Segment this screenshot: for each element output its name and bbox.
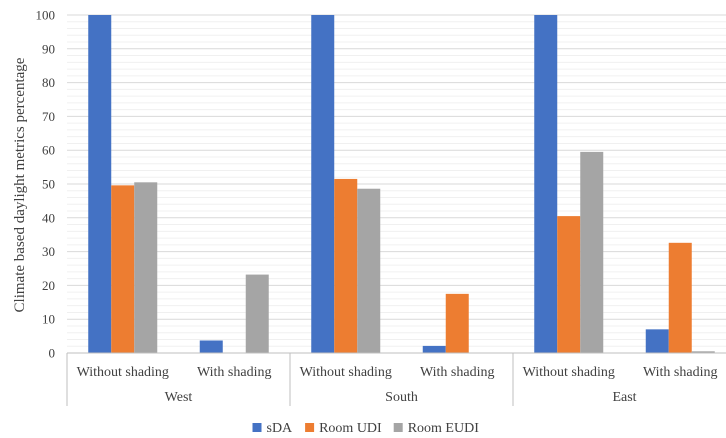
- y-tick-label: 40: [42, 210, 55, 225]
- bar-room-eudi: [134, 182, 158, 353]
- bar-room-eudi: [580, 151, 604, 353]
- x-category-label: With shading: [643, 365, 717, 380]
- x-category-labels: Without shading With shading Without shadi…: [77, 365, 718, 405]
- x-category-label: Without shading: [300, 365, 392, 380]
- x-category-label: Without shading: [523, 365, 615, 380]
- x-category-label: With shading: [197, 365, 271, 380]
- y-tick-label: 10: [42, 312, 55, 327]
- legend: sDA Room UDI Room EUDI: [252, 421, 480, 436]
- bar-room-eudi: [245, 274, 269, 353]
- legend-label: sDA: [267, 421, 294, 436]
- y-axis-label: Climate based daylight metrics percentag…: [12, 57, 28, 312]
- axes: [66, 352, 726, 406]
- legend-swatch: [252, 423, 262, 432]
- bar-room-eudi: [357, 188, 381, 353]
- y-tick-label: 30: [42, 244, 55, 259]
- bar-room-udi: [111, 185, 135, 353]
- bar-sda: [311, 15, 335, 353]
- x-group-label: South: [385, 390, 418, 405]
- y-tick-label: 100: [36, 8, 56, 23]
- x-category-label: Without shading: [77, 365, 169, 380]
- bar-room-udi: [668, 242, 692, 353]
- y-tick-label: 0: [49, 346, 56, 361]
- x-category-label: With shading: [420, 365, 494, 380]
- bar-room-udi: [334, 178, 358, 353]
- bar-sda: [534, 15, 558, 353]
- y-tick-label: 60: [42, 143, 55, 158]
- y-tick-labels: 0 10 20 30 40 50 60 70 80 90 100: [36, 8, 56, 361]
- legend-label: Room EUDI: [408, 421, 480, 436]
- bar-sda: [199, 340, 223, 353]
- bar-sda: [88, 15, 112, 353]
- bar-sda: [645, 329, 669, 353]
- y-tick-label: 70: [42, 109, 55, 124]
- y-tick-label: 90: [42, 41, 55, 56]
- y-tick-label: 50: [42, 177, 55, 192]
- bars: [88, 15, 715, 353]
- legend-label: Room UDI: [319, 421, 382, 436]
- bar-room-udi: [445, 293, 469, 353]
- legend-swatch: [393, 423, 403, 432]
- x-group-label: West: [165, 390, 193, 405]
- x-group-label: East: [612, 390, 636, 405]
- bar-sda: [422, 345, 446, 353]
- bar-room-udi: [557, 216, 581, 353]
- y-tick-label: 20: [42, 278, 55, 293]
- bar-room-eudi: [691, 351, 715, 353]
- legend-swatch: [305, 423, 315, 432]
- gridlines: [67, 14, 726, 347]
- y-tick-label: 80: [42, 75, 55, 90]
